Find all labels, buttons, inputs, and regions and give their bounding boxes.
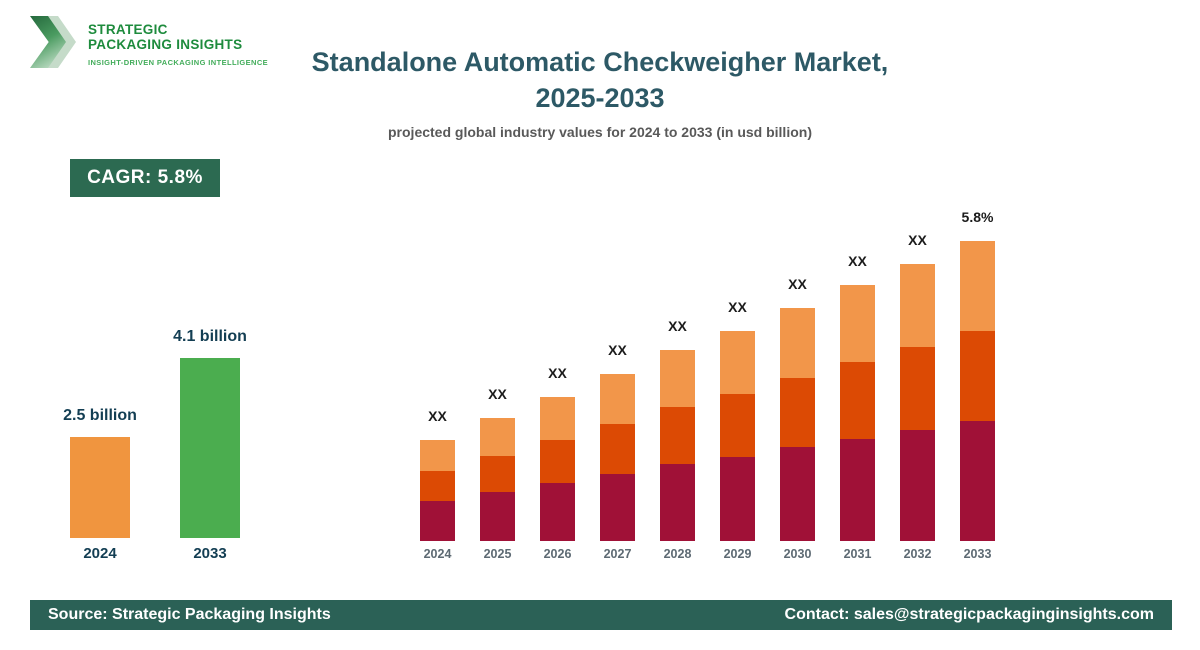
value-label: 2.5 billion bbox=[63, 407, 137, 424]
stacked-bar-chart: XX 2024 XX 2025 XX 2026 XX 2027 XX 2028 XX 2029 XX 20… bbox=[420, 205, 995, 561]
bar-column-2033: 5.8% 2033 bbox=[960, 209, 995, 561]
category-label: 2033 bbox=[963, 547, 992, 561]
segment-top bbox=[480, 418, 515, 456]
segment-middle bbox=[540, 440, 575, 483]
bar-value-label: XX bbox=[548, 365, 567, 381]
segment-middle bbox=[480, 456, 515, 492]
bar-value-label: XX bbox=[788, 276, 807, 292]
segment-bottom bbox=[900, 430, 935, 541]
segment-bottom bbox=[660, 464, 695, 541]
logo-name-line2: PACKAGING INSIGHTS bbox=[88, 37, 243, 52]
segment-middle bbox=[420, 471, 455, 501]
bar-column-2029: XX 2029 bbox=[720, 299, 755, 561]
category-label: 2031 bbox=[843, 547, 872, 561]
category-label: 2033 bbox=[193, 545, 227, 562]
bar-value-label: XX bbox=[908, 232, 927, 248]
bar-2033 bbox=[180, 358, 240, 538]
segment-top bbox=[420, 440, 455, 471]
cagr-badge: CAGR: 5.8% bbox=[70, 159, 220, 197]
bar-column-2033: 4.1 billion 2033 bbox=[173, 328, 247, 562]
chevron-logo-icon bbox=[30, 14, 78, 70]
category-label: 2024 bbox=[423, 547, 452, 561]
category-label: 2030 bbox=[783, 547, 812, 561]
bar-value-label: XX bbox=[848, 253, 867, 269]
bar-column-2030: XX 2030 bbox=[780, 276, 815, 561]
bar-column-2027: XX 2027 bbox=[600, 342, 635, 561]
category-label: 2026 bbox=[543, 547, 572, 561]
category-label: 2027 bbox=[603, 547, 632, 561]
bar-value-label: XX bbox=[488, 386, 507, 402]
bar-value-label: XX bbox=[668, 318, 687, 334]
segment-top bbox=[720, 331, 755, 394]
segment-top bbox=[960, 241, 995, 331]
page-title-line1: Standalone Automatic Checkweigher Market… bbox=[311, 47, 889, 77]
category-label: 2025 bbox=[483, 547, 512, 561]
segment-bottom bbox=[540, 483, 575, 541]
segment-middle bbox=[900, 347, 935, 430]
segment-middle bbox=[720, 394, 755, 457]
segment-bottom bbox=[600, 474, 635, 541]
segment-top bbox=[900, 264, 935, 347]
segment-middle bbox=[600, 424, 635, 474]
bar-value-label: XX bbox=[428, 408, 447, 424]
segment-bottom bbox=[720, 457, 755, 541]
bar-2024 bbox=[70, 437, 130, 538]
segment-top bbox=[600, 374, 635, 424]
footer-bar: Source: Strategic Packaging Insights Con… bbox=[30, 600, 1172, 630]
bar-column-2024: 2.5 billion 2024 bbox=[63, 407, 137, 562]
category-label: 2029 bbox=[723, 547, 752, 561]
contact-text: Contact: sales@strategicpackaginginsight… bbox=[784, 606, 1154, 623]
bar-value-label: XX bbox=[608, 342, 627, 358]
value-label: 4.1 billion bbox=[173, 328, 247, 345]
segment-top bbox=[660, 350, 695, 407]
category-label: 2028 bbox=[663, 547, 692, 561]
segment-bottom bbox=[960, 421, 995, 541]
bar-column-2032: XX 2032 bbox=[900, 232, 935, 561]
segment-middle bbox=[960, 331, 995, 421]
market-comparison-chart: 2.5 billion 2024 4.1 billion 2033 bbox=[63, 316, 247, 562]
bar-column-2025: XX 2025 bbox=[480, 386, 515, 561]
segment-top bbox=[780, 308, 815, 378]
logo-text: STRATEGIC PACKAGING INSIGHTS INSIGHT-DRI… bbox=[88, 14, 268, 67]
segment-middle bbox=[660, 407, 695, 464]
page-title-line2: 2025-2033 bbox=[535, 83, 665, 113]
source-text: Source: Strategic Packaging Insights bbox=[48, 606, 331, 623]
category-label: 2032 bbox=[903, 547, 932, 561]
segment-middle bbox=[780, 378, 815, 447]
page-subtitle: projected global industry values for 202… bbox=[388, 124, 812, 140]
bar-column-2024: XX 2024 bbox=[420, 408, 455, 561]
segment-bottom bbox=[840, 439, 875, 541]
bar-value-label: 5.8% bbox=[961, 209, 994, 225]
title-block: Standalone Automatic Checkweigher Market… bbox=[0, 44, 1200, 140]
logo-name-line1: STRATEGIC bbox=[88, 22, 168, 37]
logo-tagline: INSIGHT-DRIVEN PACKAGING INTELLIGENCE bbox=[88, 58, 269, 67]
segment-bottom bbox=[420, 501, 455, 541]
bar-column-2031: XX 2031 bbox=[840, 253, 875, 561]
bar-column-2026: XX 2026 bbox=[540, 365, 575, 561]
category-label: 2024 bbox=[83, 545, 117, 562]
bar-column-2028: XX 2028 bbox=[660, 318, 695, 561]
segment-bottom bbox=[780, 447, 815, 541]
logo: STRATEGIC PACKAGING INSIGHTS INSIGHT-DRI… bbox=[30, 14, 268, 70]
segment-bottom bbox=[480, 492, 515, 541]
segment-top bbox=[840, 285, 875, 362]
segment-middle bbox=[840, 362, 875, 439]
bar-value-label: XX bbox=[728, 299, 747, 315]
segment-top bbox=[540, 397, 575, 440]
